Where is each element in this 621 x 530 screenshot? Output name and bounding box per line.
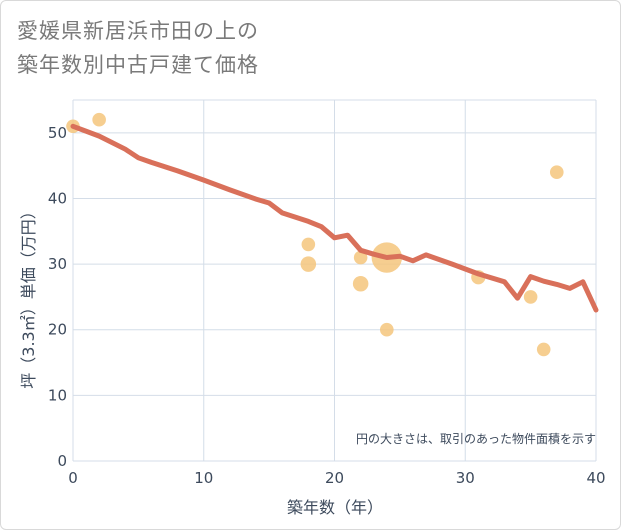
- bubbles: [66, 112, 564, 357]
- bubble: [301, 237, 316, 252]
- bubble: [92, 112, 106, 127]
- bubble: [380, 322, 394, 337]
- bubble: [549, 165, 564, 179]
- x-tick-label: 0: [68, 469, 78, 487]
- trend-line: [70, 123, 599, 313]
- y-axis-label: 坪（3.3㎡）単価（万円）: [19, 203, 38, 388]
- chart-title-line-1: 愛媛県新居浜市田の上の: [17, 19, 259, 43]
- x-tick-label: 10: [194, 469, 213, 487]
- chart-title: 愛媛県新居浜市田の上の 築年数別中古戸建て価格: [17, 14, 259, 82]
- bubble: [353, 250, 368, 265]
- y-tick-label: 30: [48, 255, 67, 273]
- bubble: [352, 276, 369, 292]
- chart-title-line-2: 築年数別中古戸建て価格: [17, 53, 259, 77]
- tick-labels: 0 10 20 30 40 50 0 10 20 30 40: [48, 124, 606, 487]
- grid: [72, 99, 597, 462]
- size-note: 円の大きさは、取引のあった物件面積を示す: [356, 431, 596, 446]
- x-tick-label: 20: [325, 469, 344, 487]
- x-axis-label: 築年数（年）: [287, 498, 383, 517]
- y-tick-label: 50: [48, 124, 67, 142]
- x-tick-label: 40: [586, 469, 605, 487]
- y-tick-label: 20: [48, 321, 67, 339]
- x-tick-label: 30: [456, 469, 475, 487]
- bubble: [300, 256, 317, 272]
- y-tick-label: 40: [48, 189, 67, 207]
- bubble: [536, 342, 551, 357]
- y-tick-label: 10: [48, 386, 67, 404]
- bubble: [523, 290, 538, 304]
- y-tick-label: 0: [57, 452, 67, 470]
